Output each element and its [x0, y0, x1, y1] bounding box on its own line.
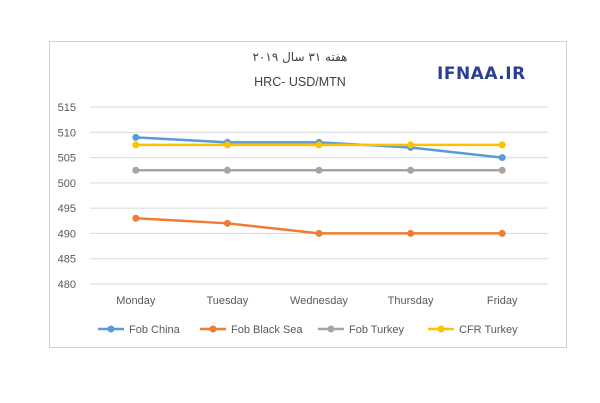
y-tick-label: 485: [58, 254, 76, 266]
y-tick-label: 500: [58, 178, 76, 190]
data-point: [315, 166, 323, 174]
data-point: [132, 133, 140, 141]
legend-label: Fob Black Sea: [231, 324, 303, 336]
series-fob-black-sea: [132, 214, 506, 237]
data-point: [223, 141, 231, 149]
data-point: [223, 219, 231, 227]
y-tick-label: 495: [58, 203, 76, 215]
x-tick-label: Monday: [116, 295, 156, 307]
legend-label: Fob China: [129, 324, 181, 336]
chart-title: هفته ۳۱ سال ۲۰۱۹: [252, 50, 348, 64]
data-point: [407, 229, 415, 237]
data-point: [223, 166, 231, 174]
legend-label: Fob Turkey: [349, 324, 405, 336]
data-point: [498, 166, 506, 174]
data-point: [498, 229, 506, 237]
data-point: [315, 229, 323, 237]
x-axis-ticks: Monday Tuesday Wednesday Thursday Friday: [116, 295, 518, 307]
x-tick-label: Friday: [487, 295, 518, 307]
data-point: [315, 141, 323, 149]
data-point: [407, 166, 415, 174]
data-point: [132, 214, 140, 222]
y-tick-label: 510: [58, 127, 76, 139]
legend-dot-marker: [209, 325, 217, 333]
data-point: [132, 166, 140, 174]
chart-frame: [49, 41, 567, 348]
series-cfr-turkey: [132, 141, 506, 149]
gridlines: [90, 106, 548, 285]
y-axis-ticks: 480 485 490 495 500 505 510 515: [58, 102, 76, 291]
legend-dot-marker: [327, 325, 335, 333]
legend-item: Fob Black Sea: [200, 324, 303, 336]
legend-item: Fob Turkey: [318, 324, 405, 336]
x-tick-label: Wednesday: [290, 295, 348, 307]
data-point: [498, 141, 506, 149]
legend-item: CFR Turkey: [428, 324, 518, 336]
y-tick-label: 505: [58, 153, 76, 165]
y-tick-label: 515: [58, 102, 76, 114]
series-fob-turkey: [132, 166, 506, 174]
chart-subtitle: HRC- USD/MTN: [254, 75, 346, 89]
legend-label: CFR Turkey: [459, 324, 518, 336]
watermark-logo: IFNAA.IR: [437, 64, 526, 84]
legend-dot-marker: [437, 325, 445, 333]
data-point: [132, 141, 140, 149]
data-point: [498, 154, 506, 162]
series-group: [132, 133, 506, 237]
y-tick-label: 480: [58, 279, 76, 291]
x-tick-label: Thursday: [388, 295, 434, 307]
y-tick-label: 490: [58, 228, 76, 240]
legend-item: Fob China: [98, 324, 181, 336]
data-point: [407, 141, 415, 149]
legend-dot-marker: [107, 325, 115, 333]
legend: Fob China Fob Black Sea Fob Turkey CFR Turk…: [98, 324, 518, 336]
x-tick-label: Tuesday: [207, 295, 249, 307]
